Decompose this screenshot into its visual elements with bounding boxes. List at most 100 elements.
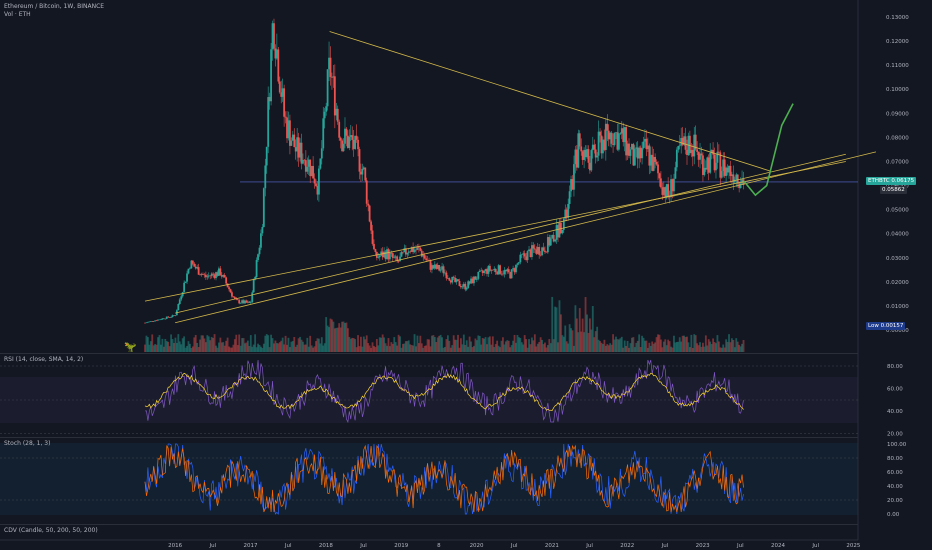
candle-body <box>225 277 228 284</box>
candle-body <box>168 317 171 318</box>
volume-bar <box>213 334 216 352</box>
candle-body <box>233 297 236 299</box>
volume-bar <box>562 336 565 352</box>
candle-body <box>329 57 332 78</box>
volume-bar <box>239 345 242 352</box>
volume-bar <box>515 342 517 352</box>
candle-body <box>700 153 703 156</box>
volume-bar <box>633 347 636 352</box>
volume-bar <box>249 335 252 352</box>
candle-body <box>493 268 496 270</box>
candle-body <box>606 123 609 131</box>
candle-body <box>542 247 545 251</box>
second-price-tag: 0.05862 <box>880 186 907 194</box>
candle-body <box>633 148 636 166</box>
candle-body <box>391 253 394 258</box>
candle-body <box>357 139 359 150</box>
candle-body <box>452 276 455 278</box>
volume-bar <box>368 345 371 352</box>
volume-bar <box>474 338 477 352</box>
candle-body <box>571 179 574 190</box>
candle-body <box>597 131 600 156</box>
volume-bar <box>299 336 301 352</box>
volume-bar <box>346 328 349 352</box>
volume-bar <box>410 345 413 352</box>
volume-bar <box>180 344 183 352</box>
volume-bar <box>629 343 632 352</box>
candle-body <box>170 317 172 318</box>
volume-bar <box>470 341 472 352</box>
candle-body <box>202 273 204 275</box>
candle-body <box>641 148 643 159</box>
candle-body <box>204 274 207 278</box>
volume-bar <box>725 339 728 352</box>
candle-body <box>567 203 570 218</box>
candle-body <box>541 247 543 256</box>
volume-bar <box>396 345 399 352</box>
volume-bar <box>487 337 490 352</box>
candle-body <box>678 145 681 147</box>
volume-bar <box>419 335 422 352</box>
candle-body <box>580 146 583 152</box>
volume-bar <box>293 336 296 352</box>
candle-body <box>531 245 533 258</box>
volume-bar <box>717 341 720 352</box>
candle-body <box>207 275 210 277</box>
candle-body <box>584 149 587 158</box>
volume-bar <box>467 346 470 352</box>
volume-bar <box>184 347 187 352</box>
volume-bar <box>571 330 574 352</box>
volume-bar <box>480 344 483 352</box>
volume-bar <box>286 344 288 352</box>
volume-bar <box>673 335 675 352</box>
volume-bar <box>274 340 277 352</box>
candle-body <box>184 281 187 283</box>
candle-body <box>717 151 720 153</box>
volume-bar <box>638 334 641 352</box>
candle-body <box>504 270 507 272</box>
candle-body <box>671 179 674 192</box>
candle-body <box>351 135 354 140</box>
candle-body <box>244 300 246 304</box>
volume-bar <box>591 305 594 352</box>
volume-bar <box>216 347 219 352</box>
pane-divider <box>0 524 858 525</box>
candle-body <box>197 267 200 275</box>
volume-bar <box>491 336 494 352</box>
volume-bar <box>348 336 351 352</box>
volume-bar <box>403 343 406 352</box>
volume-bar <box>254 334 257 352</box>
volume-bar <box>264 335 267 352</box>
volume-bar <box>344 322 346 352</box>
volume-bar <box>212 337 215 352</box>
candle-body <box>318 168 320 195</box>
candle-body <box>419 248 422 251</box>
volume-bar <box>341 321 343 352</box>
time-axis-label: 2022 <box>620 543 634 549</box>
volume-bar <box>645 340 648 352</box>
candle-body <box>294 147 297 152</box>
candle-body <box>723 159 726 176</box>
candle-body <box>400 251 403 257</box>
candle-body <box>461 286 464 288</box>
volume-bar <box>319 343 322 352</box>
candle-body <box>248 301 251 303</box>
volume-bar <box>296 344 299 352</box>
candle-body <box>709 152 712 173</box>
volume-bar <box>417 343 420 352</box>
candle-body <box>386 249 388 260</box>
volume-bar <box>168 346 171 352</box>
candle-body <box>254 276 257 280</box>
volume-bar <box>294 346 297 352</box>
candle-body <box>544 250 546 252</box>
volume-bar <box>564 325 567 352</box>
candle-body <box>412 247 414 253</box>
volume-bar <box>736 341 739 352</box>
volume-bar <box>255 347 258 352</box>
volume-bar <box>162 346 165 352</box>
volume-bar <box>644 340 646 352</box>
volume-bar <box>615 336 617 352</box>
volume-bar <box>555 307 558 352</box>
volume-bar <box>693 334 696 352</box>
